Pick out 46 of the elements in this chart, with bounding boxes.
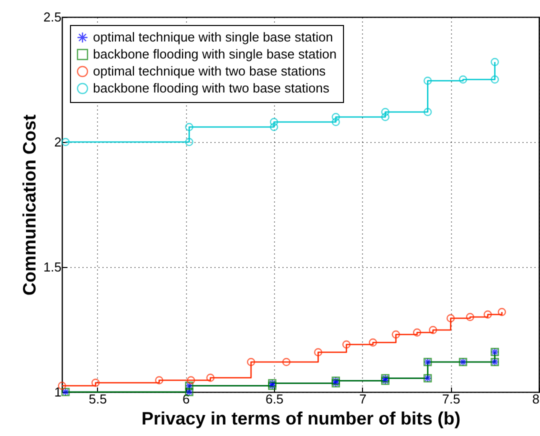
- x-tick-label: 6: [182, 392, 190, 406]
- point: [186, 376, 196, 384]
- point: [381, 108, 390, 116]
- y-tick-label: 2: [54, 134, 62, 150]
- x-axis-title: Privacy in terms of number of bits (b): [141, 408, 461, 428]
- x-tick-label: 6.5: [265, 392, 284, 406]
- legend-label: backbone flooding with single base station: [93, 46, 337, 62]
- point: [466, 312, 474, 322]
- legend-label: backbone flooding with two base stations: [93, 80, 330, 96]
- point: [446, 314, 455, 322]
- point: [424, 108, 432, 116]
- point: [490, 75, 499, 84]
- x-tick-label: 5.5: [88, 392, 107, 406]
- point: [332, 112, 340, 122]
- point: [424, 76, 432, 85]
- point: [490, 58, 499, 66]
- x-tick-label: 8: [532, 392, 540, 406]
- point: [61, 138, 70, 146]
- point: [282, 358, 291, 366]
- legend-label: optimal technique with single base station: [93, 30, 333, 44]
- point: [392, 330, 400, 339]
- x-tick-label: 7: [359, 392, 366, 406]
- point: [270, 122, 278, 132]
- y-tick-label: 2.5: [43, 10, 62, 24]
- point: [314, 348, 322, 356]
- point: [342, 340, 351, 349]
- y-tick-label: 1: [54, 384, 62, 400]
- point: [185, 122, 194, 132]
- y-tick-label: 1.5: [43, 260, 62, 274]
- point: [412, 328, 422, 337]
- point: [498, 308, 506, 316]
- point: [458, 75, 468, 84]
- point: [381, 112, 390, 122]
- point: [484, 310, 492, 319]
- point: [368, 338, 378, 347]
- x-tick-label: 7.5: [442, 392, 460, 406]
- y-axis-title: Communication Cost: [19, 114, 40, 296]
- point: [270, 118, 278, 126]
- legend-label: optimal technique with two base stations: [93, 64, 326, 78]
- point: [206, 374, 215, 382]
- point: [155, 376, 164, 384]
- point: [428, 326, 438, 334]
- point: [91, 378, 100, 387]
- point: [185, 138, 194, 146]
- point: [332, 118, 340, 126]
- point: [246, 358, 256, 366]
